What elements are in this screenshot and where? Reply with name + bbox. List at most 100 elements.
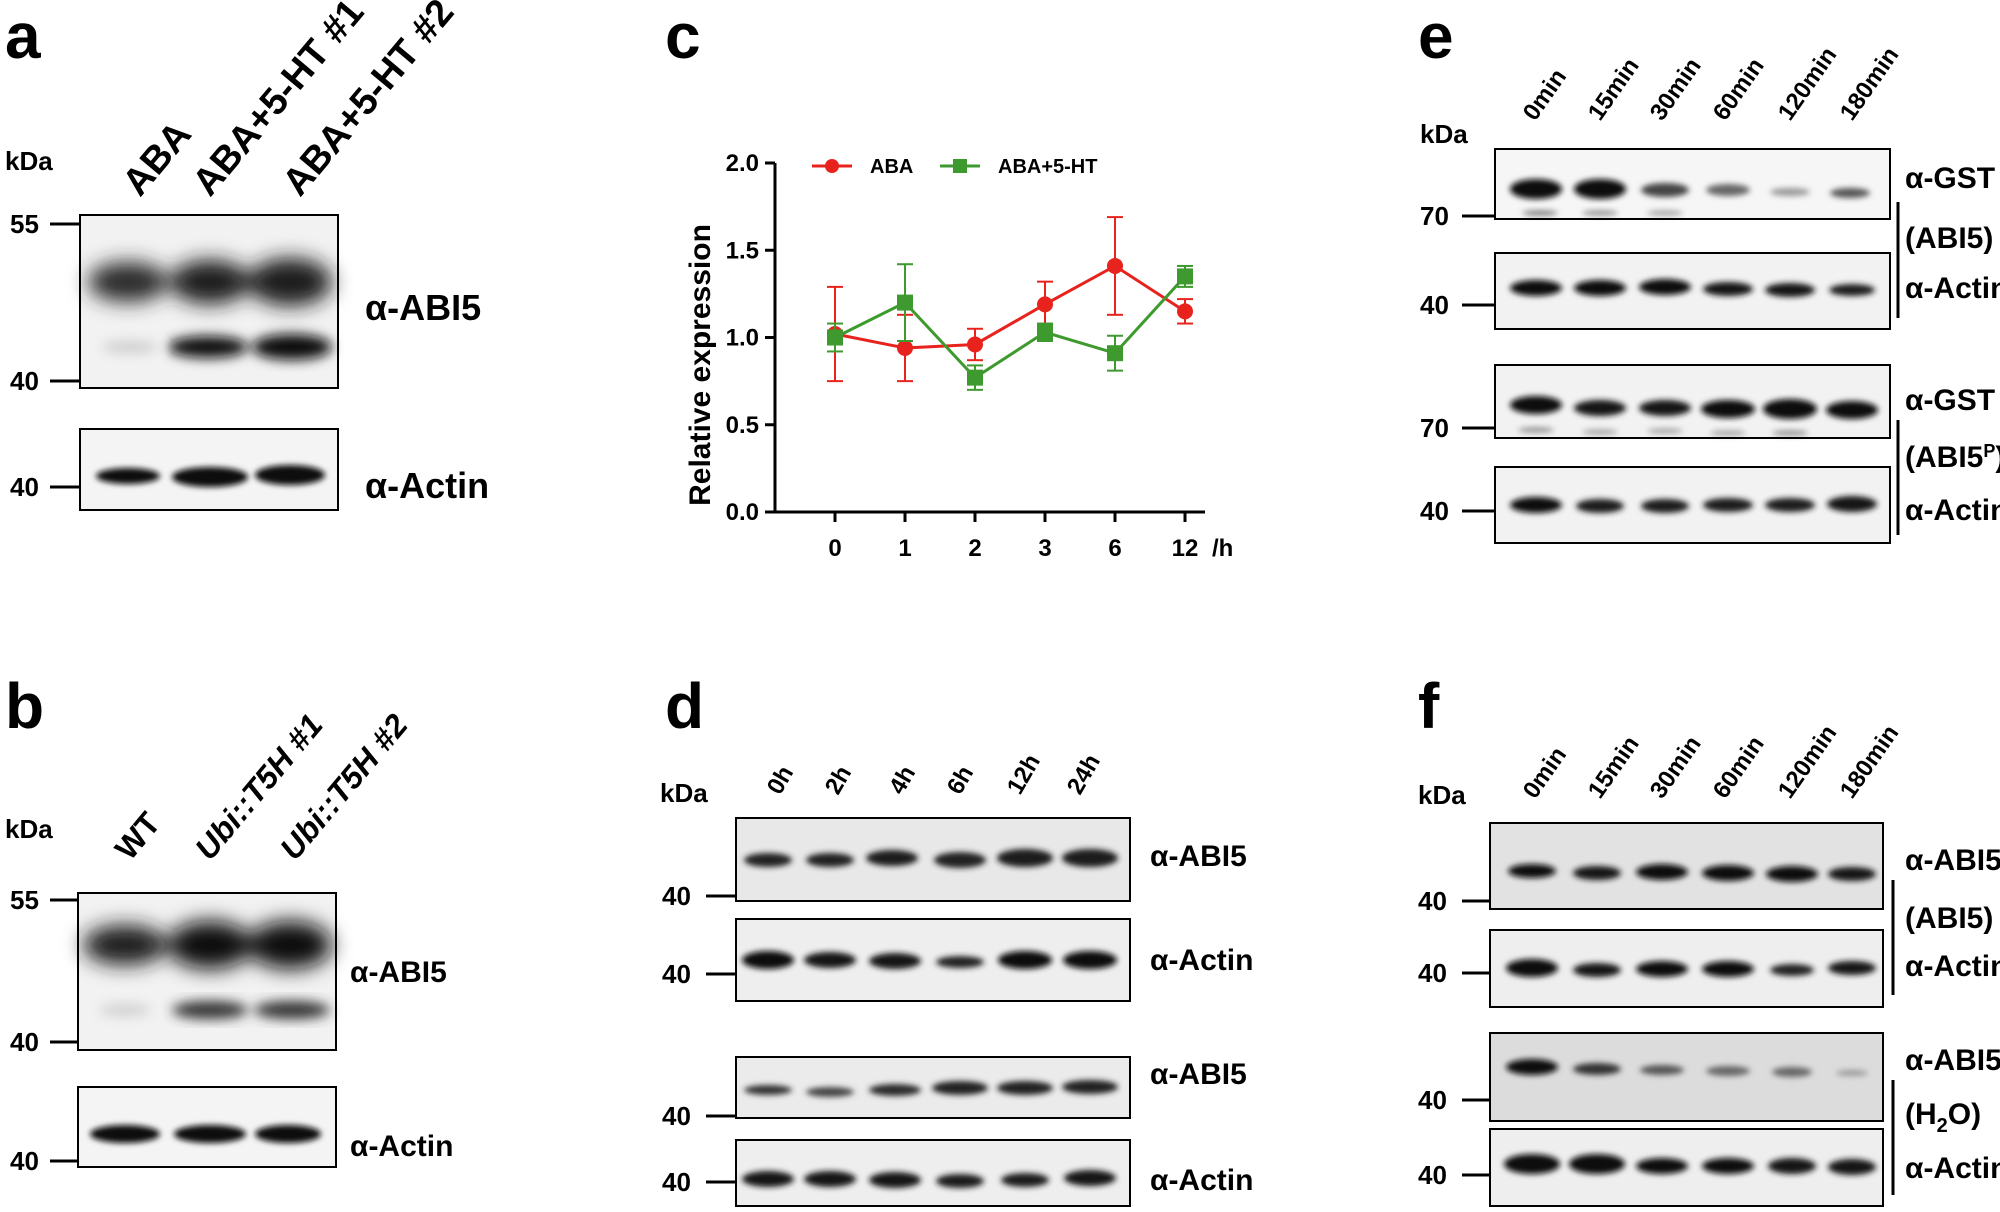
lane-label: 0min (1518, 742, 1572, 803)
blot-actin-b (77, 1086, 337, 1168)
blot-actin-f4 (1489, 1128, 1884, 1207)
x-tick-label: 2 (968, 535, 981, 562)
mw-marker: 40 (662, 1101, 691, 1131)
legend-marker (953, 159, 967, 173)
x-tick-label: 12 (1172, 535, 1199, 562)
antibody-label: α-Actin (1150, 944, 1253, 977)
antibody-label: α-Actin (1905, 1152, 2000, 1185)
panel-c: c Relative expression /h 0.0 0.5 1.0 1.5 2.0… (665, 0, 1233, 562)
panel-letter-b: b (5, 670, 44, 742)
lane-labels-a: ABA ABA+5-HT #1 ABA+5-HT #2 (115, 0, 463, 204)
lane-label: 0h (762, 761, 799, 799)
mw-marker: 40 (1418, 958, 1447, 988)
lane-label: 60min (1708, 731, 1770, 803)
data-point (967, 369, 983, 386)
line-chart: Relative expression /h 0.0 0.5 1.0 1.5 2.0 0 1… (684, 150, 1233, 562)
panel-letter-c: c (665, 0, 701, 72)
y-tick-label: 1.5 (726, 237, 759, 264)
panel-letter-f: f (1418, 670, 1440, 742)
panel-e: e kDa 0min 15min 30min 60min 120min 180m… (1418, 0, 2000, 544)
x-tick-label: 3 (1038, 535, 1051, 562)
blot-abi5-f1 (1489, 822, 1884, 910)
mw-marker: 55 (10, 885, 39, 915)
blot-abi5-d3 (735, 1056, 1131, 1119)
mw-marker: 40 (662, 959, 691, 989)
antibody-label: α-ABI5 (1905, 844, 2000, 877)
antibody-label: α-Actin (1905, 494, 2000, 527)
blot-actin-d2 (735, 918, 1131, 1002)
group-label-end: ) (1995, 441, 2000, 474)
group-label-end: O) (1948, 1098, 1981, 1131)
lane-label: 180min (1835, 720, 1905, 803)
blot-abi5-a (79, 214, 339, 389)
data-point (1107, 345, 1123, 362)
antibody-label: α-Actin (1905, 272, 2000, 305)
kda-label-f: kDa (1418, 780, 1466, 810)
antibody-label: α-ABI5 (365, 287, 481, 328)
panel-letter-d: d (665, 670, 704, 742)
mw-marker: 40 (10, 1027, 39, 1057)
y-axis-label: Relative expression (684, 224, 717, 506)
lane-label: WT (108, 805, 168, 867)
group-label-e2: (ABI5P) (1905, 441, 2000, 474)
lane-label: 6h (942, 761, 979, 799)
lane-label: 4h (884, 761, 921, 799)
kda-label-e: kDa (1420, 119, 1468, 149)
y-tick-label: 2.0 (726, 150, 759, 177)
lane-label: 60min (1708, 53, 1770, 125)
lane-label: 15min (1583, 731, 1645, 803)
data-point (1177, 268, 1193, 285)
data-point (1107, 257, 1123, 274)
lane-label: 0min (1518, 64, 1572, 125)
x-axis-unit: /h (1212, 535, 1233, 562)
lane-labels-d: 0h 2h 4h 6h 12h 24h (762, 750, 1106, 799)
lane-label: 2h (820, 761, 857, 799)
antibody-label: α-ABI5 (350, 956, 447, 989)
kda-label-d: kDa (660, 778, 708, 808)
blot-abi5-d1 (735, 817, 1131, 902)
data-point (967, 336, 983, 353)
lane-label: ABA+5-HT #2 (275, 0, 463, 204)
lane-labels-e: 0min 15min 30min 60min 120min 180min (1518, 42, 1905, 125)
mw-marker: 40 (10, 472, 39, 502)
mw-marker: 40 (662, 881, 691, 911)
panel-a: a kDa ABA ABA+5-HT #1 ABA+5-HT #2 55 40 (5, 0, 489, 511)
panel-d: d kDa 0h 2h 4h 6h 12h 24h 40 α-ABI5 (660, 670, 1253, 1207)
antibody-label: α-GST (1905, 162, 1995, 195)
mw-marker: 40 (1418, 1085, 1447, 1115)
blot-actin-f2 (1489, 929, 1884, 1008)
group-label-f2: (H2O) (1905, 1098, 1981, 1137)
data-point (1177, 303, 1193, 320)
antibody-label: α-Actin (350, 1130, 453, 1163)
lane-label: 120min (1773, 720, 1843, 803)
lane-label: 15min (1583, 53, 1645, 125)
lane-label: 120min (1773, 42, 1843, 125)
lane-label: 180min (1835, 42, 1905, 125)
series-line (834, 275, 1187, 380)
antibody-label: α-Actin (365, 465, 489, 506)
lane-labels-b: WT Ubi::T5H #1 Ubi::T5H #2 (108, 707, 415, 866)
group-label-base: (H (1905, 1098, 1937, 1131)
legend-marker (825, 159, 839, 173)
mw-marker: 55 (10, 209, 39, 239)
y-tick-label: 1.0 (726, 325, 759, 352)
mw-marker: 70 (1420, 413, 1449, 443)
x-tick-label: 6 (1108, 535, 1121, 562)
blot-actin-e4 (1494, 466, 1891, 544)
antibody-label: α-Actin (1150, 1164, 1253, 1197)
blot-abi5-f3 (1489, 1032, 1884, 1122)
lane-label: ABA (115, 114, 200, 204)
mw-marker: 40 (10, 366, 39, 396)
legend-label: ABA (870, 156, 913, 178)
group-label-sub: 2 (1937, 1115, 1948, 1137)
blot-gst-e1 (1494, 148, 1891, 220)
lane-labels-f: 0min 15min 30min 60min 120min 180min (1518, 720, 1905, 803)
lane-label: 30min (1645, 731, 1707, 803)
blot-gst-e3 (1494, 364, 1891, 439)
data-point (1037, 296, 1053, 313)
mw-marker: 40 (1420, 290, 1449, 320)
mw-marker: 70 (1420, 201, 1449, 231)
blot-actin-a (79, 428, 339, 511)
antibody-label: α-GST (1905, 384, 1995, 417)
